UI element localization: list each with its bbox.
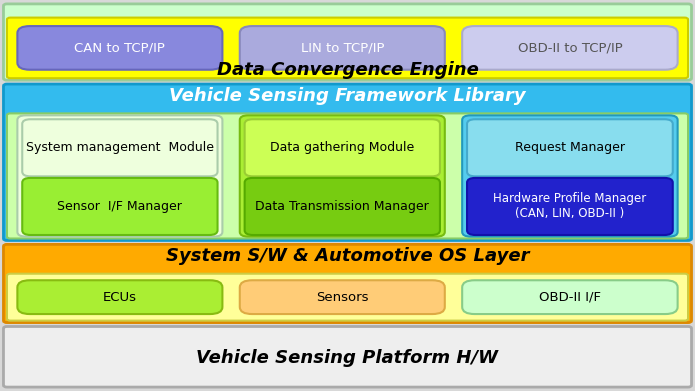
FancyBboxPatch shape <box>7 274 688 321</box>
FancyBboxPatch shape <box>7 18 688 78</box>
Text: CAN to TCP/IP: CAN to TCP/IP <box>74 41 165 54</box>
FancyBboxPatch shape <box>17 26 222 70</box>
Text: OBD-II I/F: OBD-II I/F <box>539 291 601 304</box>
Text: Data Transmission Manager: Data Transmission Manager <box>255 200 429 213</box>
Text: Sensors: Sensors <box>316 291 368 304</box>
FancyBboxPatch shape <box>7 113 688 239</box>
Text: Vehicle Sensing Platform H/W: Vehicle Sensing Platform H/W <box>197 349 498 367</box>
FancyBboxPatch shape <box>240 26 445 70</box>
FancyBboxPatch shape <box>462 115 678 237</box>
FancyBboxPatch shape <box>3 4 692 80</box>
FancyBboxPatch shape <box>245 119 440 176</box>
Text: System S/W & Automotive OS Layer: System S/W & Automotive OS Layer <box>165 247 530 265</box>
FancyBboxPatch shape <box>240 280 445 314</box>
Text: Data Convergence Engine: Data Convergence Engine <box>217 61 478 79</box>
FancyBboxPatch shape <box>467 119 673 176</box>
Text: System management  Module: System management Module <box>26 141 214 154</box>
Text: Request Manager: Request Manager <box>515 141 625 154</box>
FancyBboxPatch shape <box>22 119 218 176</box>
Text: Sensor  I/F Manager: Sensor I/F Manager <box>58 200 182 213</box>
FancyBboxPatch shape <box>17 115 222 237</box>
Text: Data gathering Module: Data gathering Module <box>270 141 414 154</box>
FancyBboxPatch shape <box>240 115 445 237</box>
FancyBboxPatch shape <box>467 178 673 235</box>
FancyBboxPatch shape <box>3 244 692 323</box>
FancyBboxPatch shape <box>245 178 440 235</box>
FancyBboxPatch shape <box>3 84 692 240</box>
Text: Vehicle Sensing Framework Library: Vehicle Sensing Framework Library <box>169 87 526 105</box>
FancyBboxPatch shape <box>3 326 692 387</box>
FancyBboxPatch shape <box>462 26 678 70</box>
FancyBboxPatch shape <box>22 178 218 235</box>
Text: ECUs: ECUs <box>103 291 137 304</box>
FancyBboxPatch shape <box>17 280 222 314</box>
Text: OBD-II to TCP/IP: OBD-II to TCP/IP <box>518 41 622 54</box>
Text: Hardware Profile Manager
(CAN, LIN, OBD-II ): Hardware Profile Manager (CAN, LIN, OBD-… <box>493 192 646 221</box>
Text: LIN to TCP/IP: LIN to TCP/IP <box>300 41 384 54</box>
FancyBboxPatch shape <box>462 280 678 314</box>
